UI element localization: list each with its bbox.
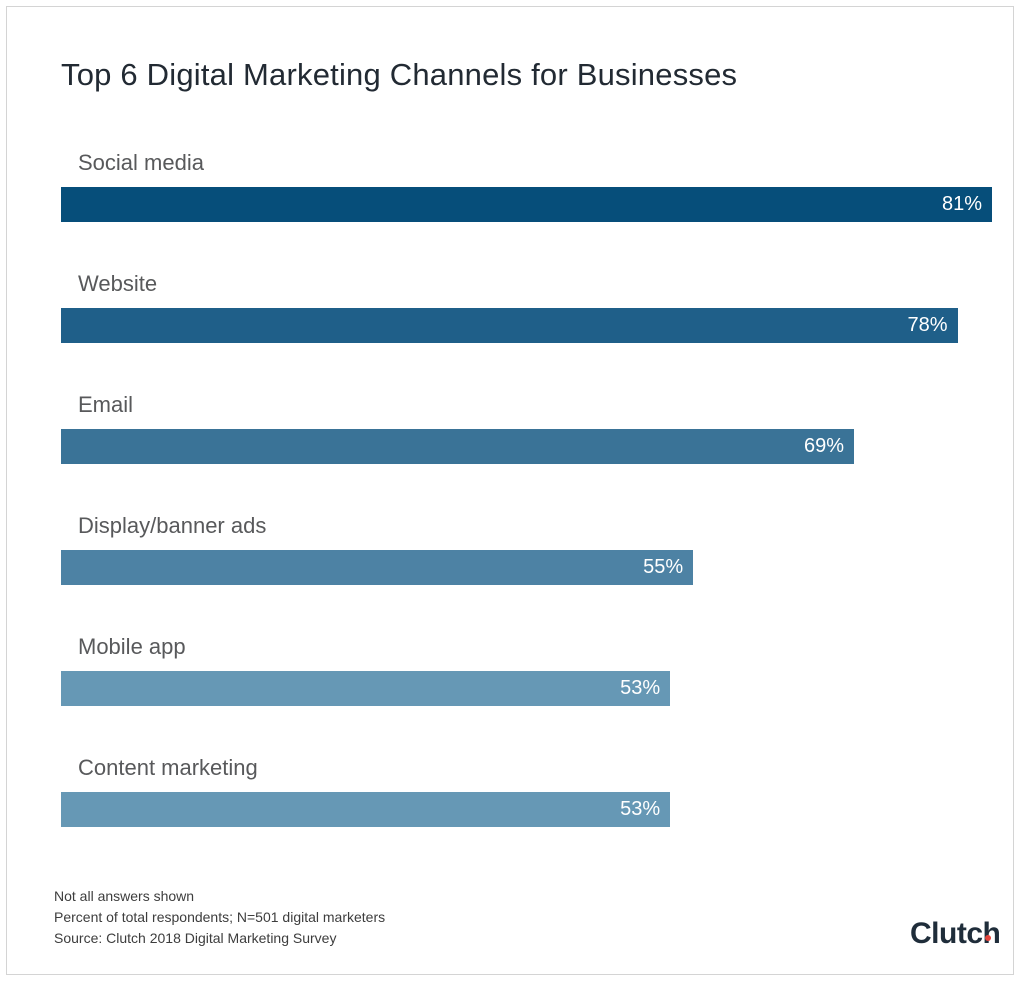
bar-row: Email 69% <box>61 384 1001 484</box>
bar-row: Mobile app 53% <box>61 626 1001 726</box>
chart-frame: Top 6 Digital Marketing Channels for Bus… <box>6 6 1014 975</box>
bar: 55% <box>61 550 694 585</box>
logo-text: Clutch <box>910 917 1001 950</box>
category-label: Display/banner ads <box>78 513 267 538</box>
data-label: 69% <box>804 435 845 457</box>
source-note: Source: Clutch 2018 Digital Marketing Su… <box>54 930 337 946</box>
logo-dot-icon <box>985 935 991 941</box>
category-label: Mobile app <box>78 634 186 659</box>
plot-area: Social media 81% Website 78% Email 69% Display… <box>61 142 1001 842</box>
chart-title: Top 6 Digital Marketing Channels for Bus… <box>61 57 738 92</box>
bar: 53% <box>61 792 671 827</box>
category-label: Website <box>78 271 158 296</box>
data-label: 55% <box>643 556 684 578</box>
data-label: 81% <box>941 193 982 215</box>
bar-row: Website 78% <box>61 263 1001 363</box>
chart-notes: Not all answers shown Percent of total r… <box>54 886 385 949</box>
bar: 81% <box>61 187 992 222</box>
bar-row: Social media 81% <box>61 142 1001 242</box>
data-label: 78% <box>907 314 948 336</box>
data-label: 53% <box>620 798 661 820</box>
clutch-logo: Clutch <box>910 917 1001 951</box>
bar: 78% <box>61 308 958 343</box>
bar-row: Display/banner ads 55% <box>61 505 1001 605</box>
bar-row: Content marketing 53% <box>61 747 1001 847</box>
note-line: Percent of total respondents; N=501 digi… <box>54 909 386 925</box>
category-label: Social media <box>78 150 204 175</box>
bar: 69% <box>61 429 855 464</box>
data-label: 53% <box>620 677 661 699</box>
category-label: Email <box>78 392 134 417</box>
bar: 53% <box>61 671 671 706</box>
note-line: Not all answers shown <box>54 888 195 904</box>
category-label: Content marketing <box>78 755 258 780</box>
